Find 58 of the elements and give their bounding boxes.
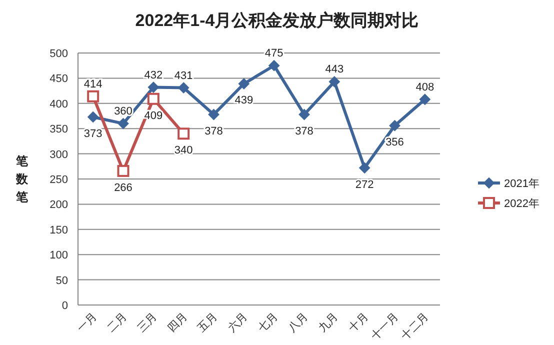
data-label: 432 bbox=[144, 69, 163, 82]
x-tick-label: 七月 bbox=[255, 310, 280, 335]
x-tick-label: 八月 bbox=[286, 310, 310, 335]
point bbox=[178, 82, 190, 94]
point bbox=[328, 76, 340, 88]
data-label: 373 bbox=[84, 128, 102, 140]
y-tick-label: 250 bbox=[50, 174, 68, 186]
x-tick-label: 十月 bbox=[346, 310, 371, 335]
legend-label: 2021年 bbox=[504, 178, 540, 190]
data-label: 431 bbox=[174, 70, 193, 82]
data-label: 443 bbox=[325, 64, 344, 76]
point bbox=[208, 108, 220, 120]
legend-label: 2022年 bbox=[504, 198, 540, 210]
data-label: 414 bbox=[84, 78, 102, 90]
point bbox=[148, 82, 159, 93]
data-label: 439 bbox=[234, 94, 254, 107]
x-tick-label: 二月 bbox=[105, 310, 130, 335]
y-tick-label: 500 bbox=[50, 48, 68, 60]
data-label: 340 bbox=[174, 144, 193, 157]
data-label: 475 bbox=[264, 48, 284, 60]
data-label: 360 bbox=[114, 106, 132, 118]
point bbox=[298, 108, 310, 120]
data-label: 356 bbox=[386, 136, 404, 149]
x-tick-label: 三月 bbox=[135, 310, 160, 335]
point bbox=[88, 112, 99, 123]
y-tick-label: 350 bbox=[50, 124, 68, 136]
x-tick-label: 九月 bbox=[316, 310, 341, 335]
point bbox=[118, 118, 129, 130]
point bbox=[87, 90, 100, 102]
data-label: 272 bbox=[355, 178, 374, 191]
y-tick-label: 300 bbox=[50, 148, 68, 161]
point bbox=[117, 164, 130, 177]
x-tick-label: 六月 bbox=[225, 310, 250, 335]
chart-title: 2022年1-4月公积金发放户数同期对比 bbox=[135, 11, 419, 30]
y-tick-label: 200 bbox=[50, 199, 68, 212]
x-tick-label: 四月 bbox=[166, 310, 190, 335]
x-tick-label: 一月 bbox=[75, 310, 100, 335]
y-tick-label: 100 bbox=[50, 250, 68, 262]
point bbox=[238, 78, 250, 90]
point bbox=[389, 120, 400, 132]
y-tick-label: 50 bbox=[56, 274, 68, 287]
y-tick-label: 450 bbox=[50, 73, 68, 86]
data-label: 266 bbox=[114, 182, 132, 194]
x-tick-label: 十一月 bbox=[368, 310, 401, 342]
point bbox=[359, 162, 370, 174]
point bbox=[178, 128, 190, 140]
data-label: 378 bbox=[204, 125, 223, 138]
data-label: 408 bbox=[416, 81, 434, 94]
point bbox=[419, 94, 430, 105]
x-tick-label: 十二月 bbox=[398, 310, 432, 342]
y-tick-label: 400 bbox=[50, 98, 68, 110]
y-tick-label: 0 bbox=[62, 300, 68, 312]
data-label: 378 bbox=[295, 125, 314, 138]
point bbox=[268, 60, 280, 72]
y-tick-label: 150 bbox=[50, 224, 68, 236]
x-tick-label: 五月 bbox=[196, 310, 220, 335]
y-axis-title: 笔数笔 bbox=[15, 154, 29, 204]
point bbox=[147, 92, 160, 105]
